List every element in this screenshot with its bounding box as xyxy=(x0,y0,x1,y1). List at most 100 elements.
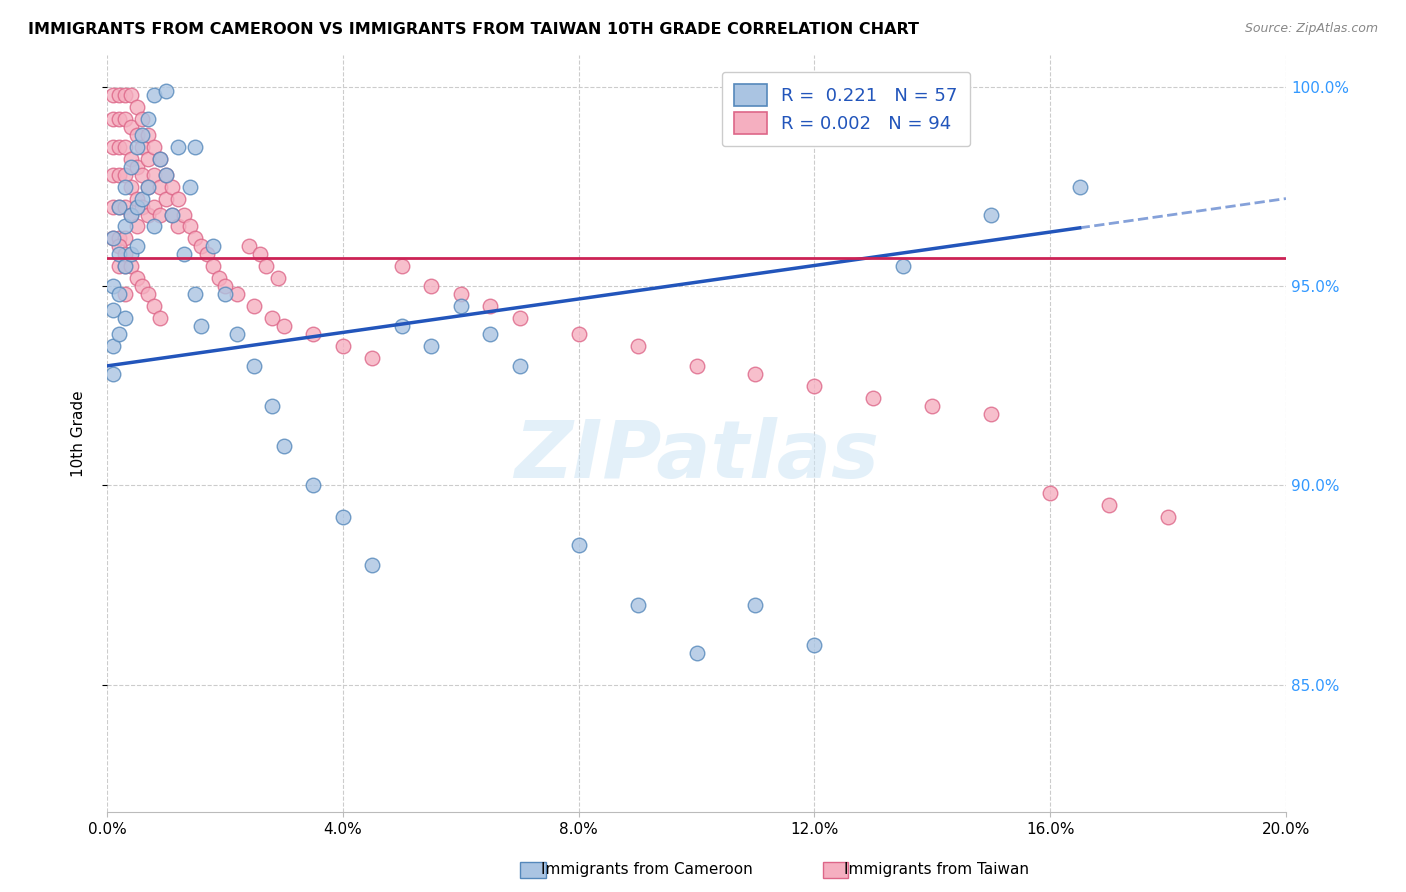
Point xyxy=(361,351,384,365)
Point xyxy=(238,239,260,253)
Point xyxy=(744,598,766,612)
Point xyxy=(862,391,884,405)
Point xyxy=(420,279,443,293)
Text: Source: ZipAtlas.com: Source: ZipAtlas.com xyxy=(1244,22,1378,36)
Point xyxy=(509,359,531,373)
Point xyxy=(138,207,160,221)
Point xyxy=(131,140,153,154)
Point xyxy=(450,287,472,301)
Point xyxy=(143,219,166,234)
Point xyxy=(214,279,236,293)
Point xyxy=(391,260,413,274)
Point xyxy=(1157,510,1180,524)
Point xyxy=(744,367,766,381)
Point xyxy=(450,299,472,313)
Point xyxy=(101,140,124,154)
Point xyxy=(131,200,153,214)
Point xyxy=(114,247,136,261)
Point xyxy=(120,152,142,166)
Point xyxy=(108,168,131,182)
Point xyxy=(803,379,825,393)
Point xyxy=(114,260,136,274)
Point xyxy=(626,598,648,612)
Legend: R =  0.221   N = 57, R = 0.002   N = 94: R = 0.221 N = 57, R = 0.002 N = 94 xyxy=(721,71,970,146)
Point xyxy=(125,100,148,114)
Point xyxy=(114,179,136,194)
Point xyxy=(155,168,177,182)
Point xyxy=(108,112,131,126)
Text: ZIPatlas: ZIPatlas xyxy=(515,417,879,495)
Point xyxy=(262,399,284,413)
Point xyxy=(568,326,591,341)
Point xyxy=(160,179,183,194)
Point xyxy=(202,239,225,253)
Point xyxy=(114,219,136,234)
Point xyxy=(332,510,354,524)
Point xyxy=(138,287,160,301)
Point xyxy=(143,87,166,102)
Point xyxy=(143,200,166,214)
Point xyxy=(131,279,153,293)
Point xyxy=(114,168,136,182)
Point xyxy=(179,219,201,234)
Text: IMMIGRANTS FROM CAMEROON VS IMMIGRANTS FROM TAIWAN 10TH GRADE CORRELATION CHART: IMMIGRANTS FROM CAMEROON VS IMMIGRANTS F… xyxy=(28,22,920,37)
Point xyxy=(568,538,591,552)
Point xyxy=(120,120,142,134)
Point xyxy=(149,311,172,326)
Point xyxy=(125,219,148,234)
Point xyxy=(214,287,236,301)
Point xyxy=(391,319,413,334)
Point xyxy=(179,179,201,194)
Point xyxy=(160,207,183,221)
Point xyxy=(1098,499,1121,513)
Point xyxy=(108,287,131,301)
Point xyxy=(101,231,124,245)
Point xyxy=(108,140,131,154)
Point xyxy=(114,311,136,326)
Point xyxy=(101,303,124,318)
Point xyxy=(208,271,231,285)
Point xyxy=(225,326,247,341)
Point xyxy=(891,260,914,274)
Point xyxy=(160,207,183,221)
Point xyxy=(120,207,142,221)
Point xyxy=(685,646,707,660)
Point xyxy=(509,311,531,326)
Point xyxy=(101,168,124,182)
Point xyxy=(190,239,212,253)
Point xyxy=(125,160,148,174)
Point xyxy=(980,407,1002,421)
Point xyxy=(120,179,142,194)
Point xyxy=(108,326,131,341)
Point xyxy=(131,112,153,126)
Point xyxy=(108,260,131,274)
Point xyxy=(626,339,648,353)
Point xyxy=(131,168,153,182)
Point xyxy=(125,271,148,285)
Point xyxy=(262,311,284,326)
Point xyxy=(125,192,148,206)
Point xyxy=(685,359,707,373)
Point xyxy=(101,87,124,102)
Point xyxy=(101,200,124,214)
Point xyxy=(302,478,325,492)
Point xyxy=(114,200,136,214)
Point xyxy=(1039,486,1062,500)
Point xyxy=(114,112,136,126)
Point xyxy=(173,207,195,221)
Point xyxy=(243,299,266,313)
Point xyxy=(166,192,188,206)
Point xyxy=(114,87,136,102)
Point xyxy=(195,247,218,261)
Point xyxy=(273,439,295,453)
Point xyxy=(267,271,290,285)
Point xyxy=(131,128,153,142)
Point xyxy=(120,247,142,261)
Point xyxy=(101,112,124,126)
Point xyxy=(190,319,212,334)
Point xyxy=(184,287,207,301)
Point xyxy=(1069,179,1091,194)
Point xyxy=(125,128,148,142)
Point xyxy=(120,87,142,102)
Point xyxy=(479,299,502,313)
